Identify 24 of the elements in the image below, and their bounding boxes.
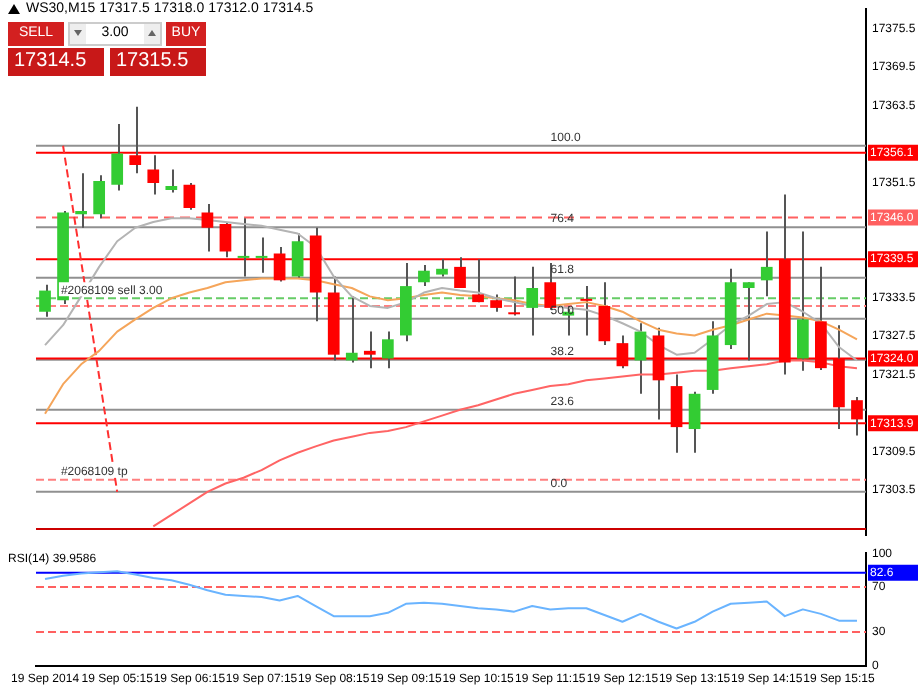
candlestick <box>580 285 593 337</box>
candlestick <box>742 281 755 362</box>
candlestick <box>688 390 701 454</box>
candlestick <box>508 275 521 317</box>
candlestick <box>760 230 773 298</box>
candlestick <box>93 174 106 220</box>
candlestick <box>201 203 214 253</box>
candlestick <box>345 295 358 364</box>
candlestick <box>598 281 611 347</box>
candlestick <box>418 263 430 288</box>
candlestick <box>39 283 51 318</box>
annotation: 17314.5 <box>8 48 104 76</box>
candlestick <box>255 236 268 274</box>
candlestick <box>291 232 304 280</box>
candlestick <box>381 330 394 370</box>
candlestick <box>75 172 87 229</box>
candlestick <box>183 181 196 211</box>
candlestick <box>165 168 178 194</box>
candlestick <box>237 217 250 278</box>
annotation: 17315.5 <box>110 48 206 76</box>
candlestick <box>796 230 809 372</box>
candlestick <box>111 122 124 192</box>
candlestick <box>634 322 647 395</box>
candlestick <box>526 265 539 337</box>
